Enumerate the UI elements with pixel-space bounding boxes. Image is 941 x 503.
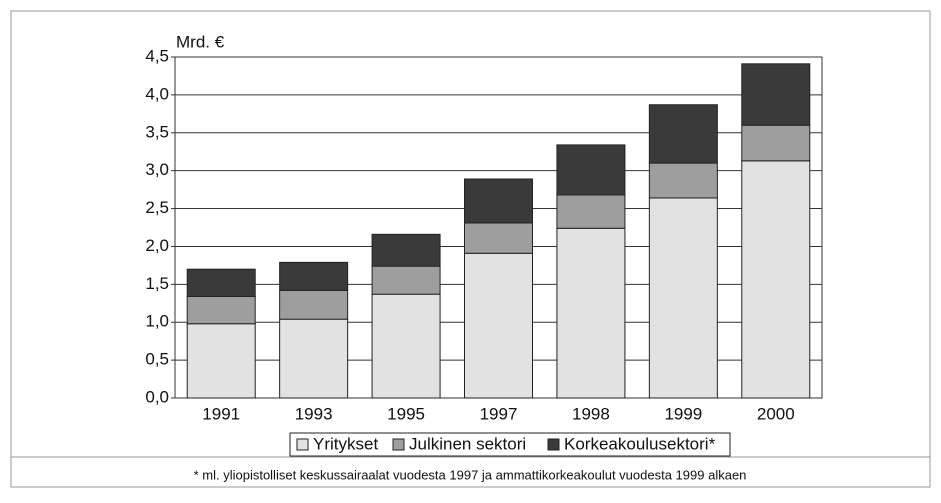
y-tick-label: 0,5 xyxy=(145,350,169,369)
x-tick-label: 1997 xyxy=(480,404,518,423)
y-tick-label: 1,5 xyxy=(145,274,169,293)
bar-segment xyxy=(556,194,626,229)
bar-segment xyxy=(279,261,349,291)
bar-segment xyxy=(186,268,256,297)
bar-segment xyxy=(371,233,441,267)
bar-segment xyxy=(464,178,533,224)
bar-segment xyxy=(556,227,626,399)
legend-label: Yritykset xyxy=(313,434,378,453)
legend-label: Korkeakoulusektori* xyxy=(564,434,716,453)
legend-swatch xyxy=(296,438,309,451)
bar-segment xyxy=(648,197,718,399)
bar-segment xyxy=(648,162,718,199)
footnote: * ml. yliopistolliset keskussairaalat vu… xyxy=(194,467,747,482)
y-tick-label: 0,0 xyxy=(145,387,169,406)
y-tick-label: 4,5 xyxy=(145,46,169,65)
x-tick-label: 1999 xyxy=(664,404,702,423)
bar-segment xyxy=(186,295,256,325)
bar-segment xyxy=(556,144,626,196)
x-tick-label: 1995 xyxy=(387,404,425,423)
bar-segment xyxy=(464,252,533,399)
x-tick-label: 2000 xyxy=(757,404,795,423)
y-tick-label: 4,0 xyxy=(145,84,169,103)
y-tick-label: 2,0 xyxy=(145,236,169,255)
y-tick-label: 3,0 xyxy=(145,160,169,179)
bar-segment xyxy=(648,104,718,164)
y-tick-label: 2,5 xyxy=(145,198,169,217)
y-axis-label: Mrd. € xyxy=(176,32,225,51)
legend-label: Julkinen sektori xyxy=(409,434,526,453)
bar-segment xyxy=(741,63,811,126)
bar-segment xyxy=(186,323,256,399)
frame xyxy=(10,10,931,488)
x-tick-label: 1998 xyxy=(572,404,610,423)
x-tick-label: 1993 xyxy=(295,404,333,423)
bar-segment xyxy=(279,318,349,399)
y-tick-label: 3,5 xyxy=(145,122,169,141)
legend-swatch xyxy=(392,438,405,451)
bar-segment xyxy=(371,265,441,295)
bar-segment xyxy=(464,222,533,254)
bar-segment xyxy=(279,289,349,320)
y-tick-label: 1,0 xyxy=(145,312,169,331)
bar-segment xyxy=(741,124,811,162)
bar-segment xyxy=(741,160,811,399)
legend-swatch xyxy=(547,438,560,451)
bar-segment xyxy=(371,293,441,399)
x-tick-label: 1991 xyxy=(202,404,240,423)
